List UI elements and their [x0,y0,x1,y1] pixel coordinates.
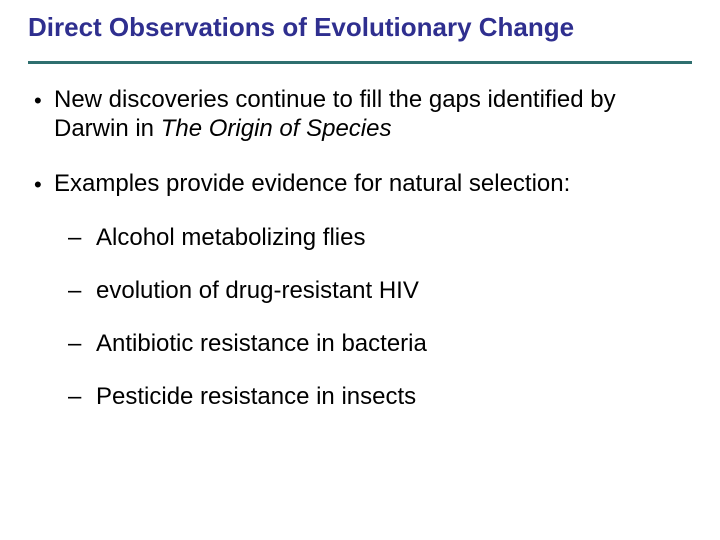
slide-title: Direct Observations of Evolutionary Chan… [28,12,692,61]
bullet-text-italic: The Origin of Species [161,115,392,142]
sub-bullet-list: – Alcohol metabolizing flies – evolution… [34,224,692,411]
sub-bullet-item: – evolution of drug-resistant HIV [68,277,692,306]
sub-bullet-marker: – [68,277,96,306]
bullet-marker: • [34,86,54,114]
bullet-marker: • [34,170,54,198]
title-underline [28,61,692,64]
sub-bullet-marker: – [68,330,96,359]
sub-bullet-text: evolution of drug-resistant HIV [96,277,692,306]
bullet-text: Examples provide evidence for natural se… [54,170,692,199]
sub-bullet-text: Antibiotic resistance in bacteria [96,330,692,359]
sub-bullet-text: Pesticide resistance in insects [96,383,692,412]
bullet-item: • New discoveries continue to fill the g… [34,86,692,144]
sub-bullet-marker: – [68,224,96,253]
sub-bullet-item: – Pesticide resistance in insects [68,383,692,412]
sub-bullet-text: Alcohol metabolizing flies [96,224,692,253]
bullet-item: • Examples provide evidence for natural … [34,170,692,199]
slide-body: • New discoveries continue to fill the g… [28,86,692,412]
sub-bullet-marker: – [68,383,96,412]
slide-container: Direct Observations of Evolutionary Chan… [0,0,720,540]
sub-bullet-item: – Antibiotic resistance in bacteria [68,330,692,359]
sub-bullet-item: – Alcohol metabolizing flies [68,224,692,253]
bullet-text: New discoveries continue to fill the gap… [54,86,692,144]
bullet-text-pre: Examples provide evidence for natural se… [54,170,570,197]
